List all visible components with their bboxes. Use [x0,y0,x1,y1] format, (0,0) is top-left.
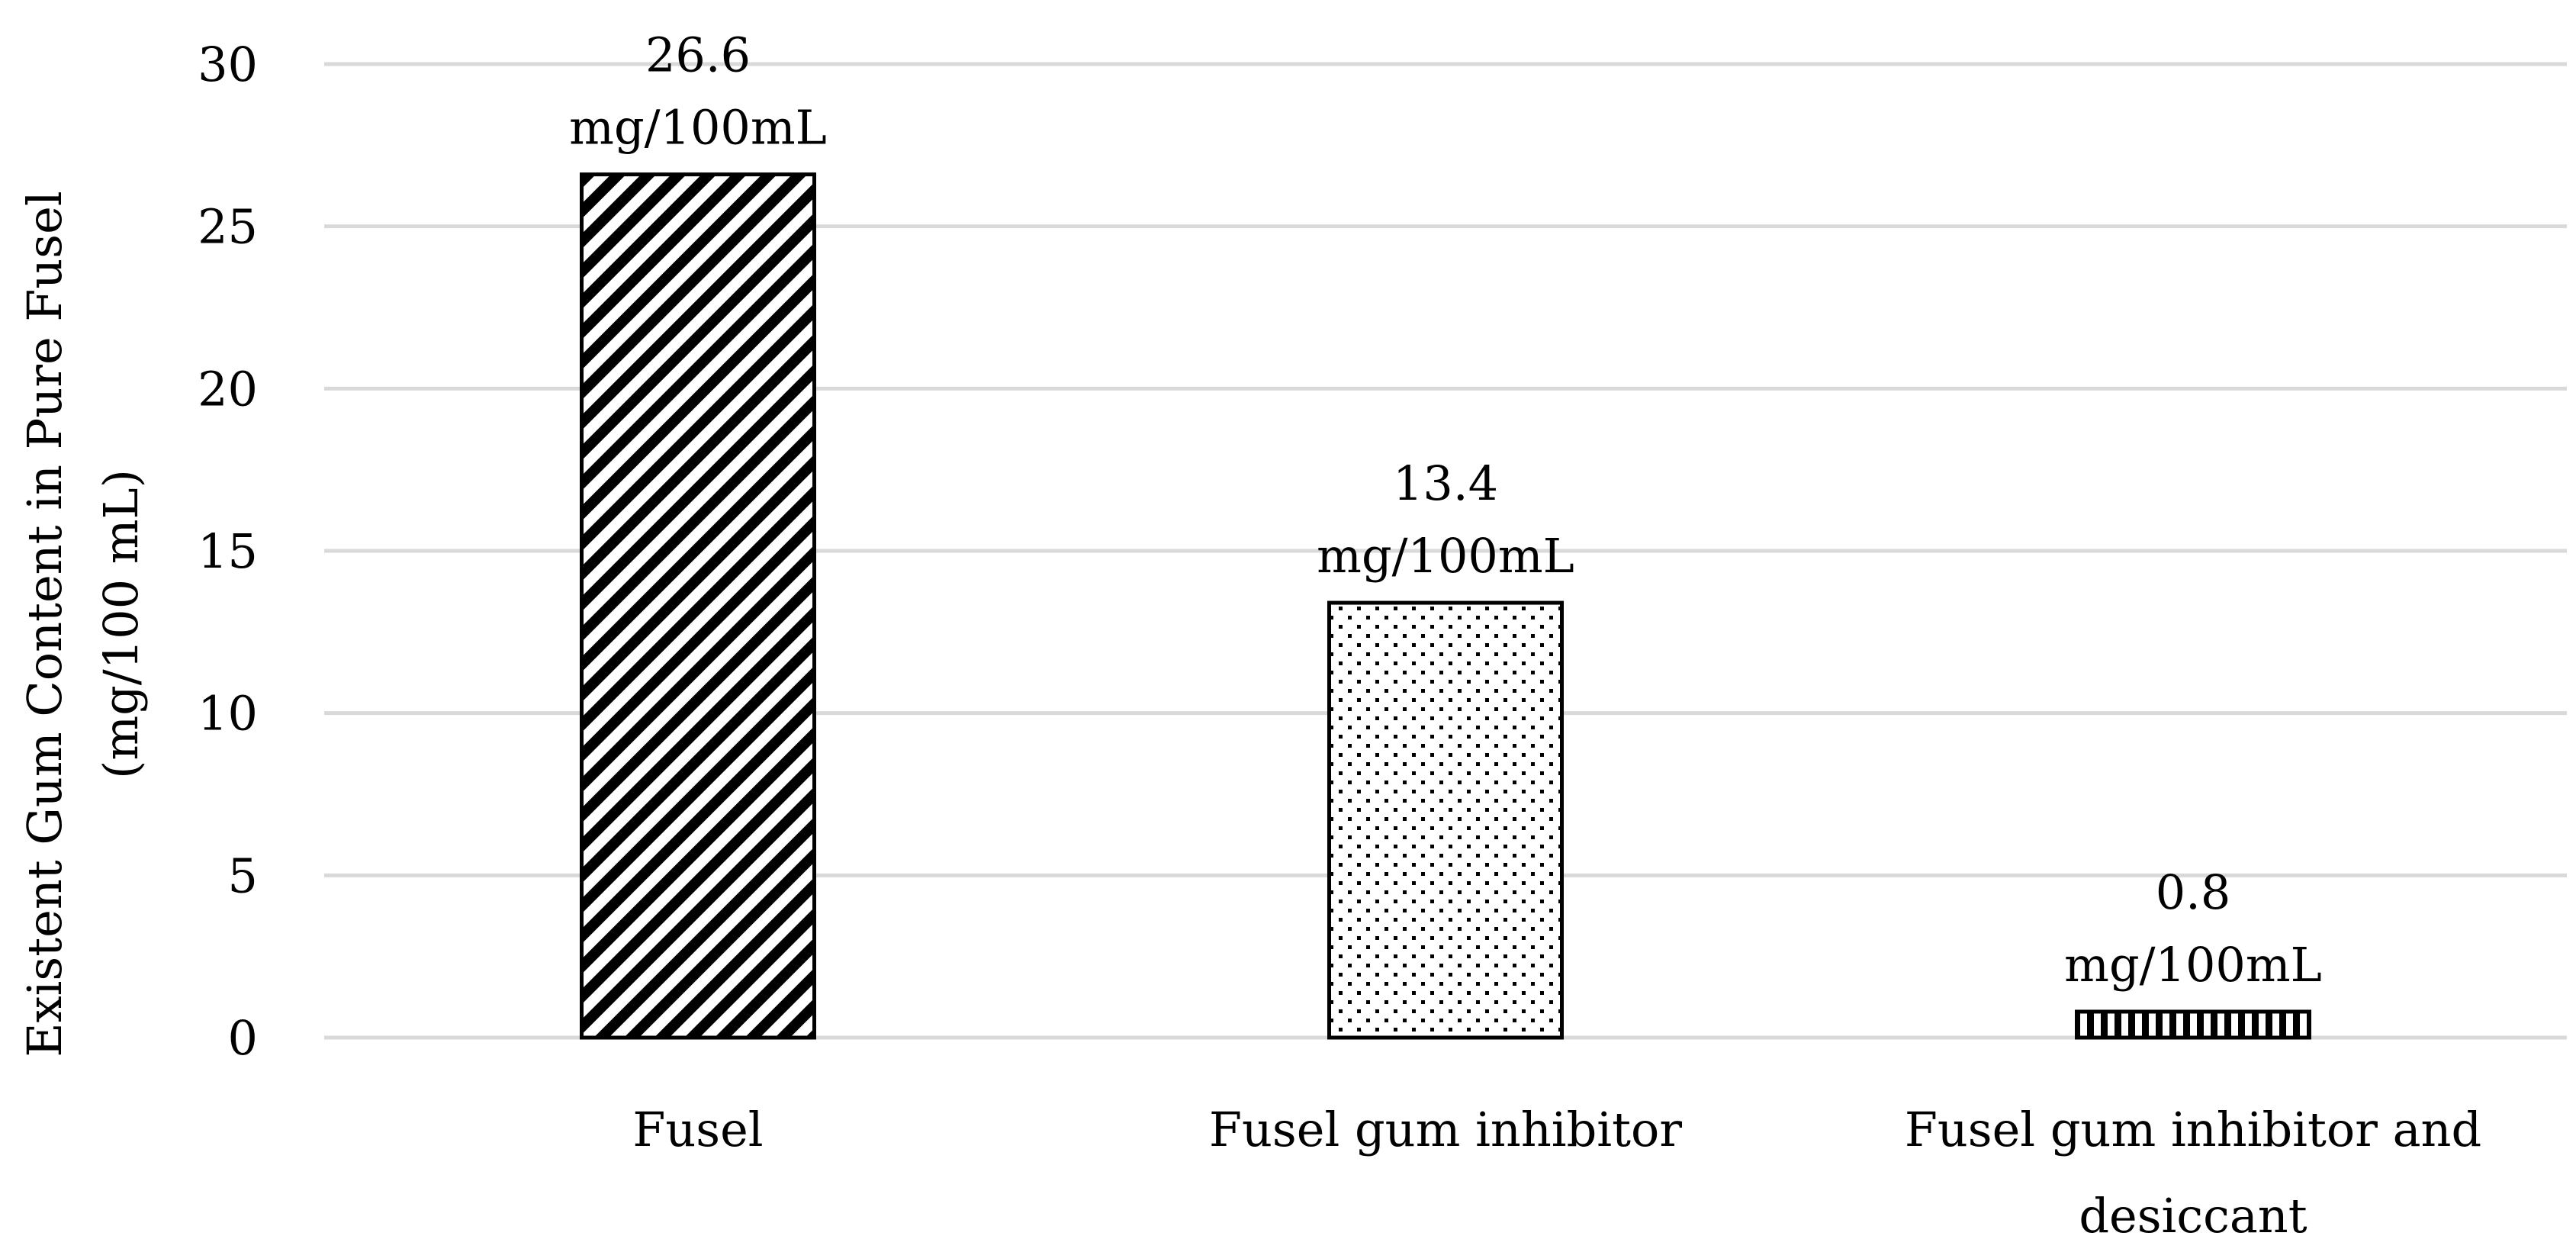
bar-3 [2075,1009,2311,1040]
data-label: mg/100mL [1317,528,1574,584]
y-tick-label: 30 [198,37,258,92]
data-label: 26.6 [645,27,751,83]
x-tick-label: Fusel [632,1102,763,1157]
bar-1 [580,172,816,1040]
y-tick-label: 5 [228,848,258,903]
y-tick-label: 0 [228,1010,258,1066]
data-label: mg/100mL [569,100,827,156]
x-axis-ticks: Fusel Fusel gum inhibitor Fusel gum inhibi… [632,1102,2481,1244]
data-labels: 26.6 mg/100mL 13.4 mg/100mL 0.8 mg/100mL [569,27,2322,993]
y-tick-label: 10 [198,686,258,742]
y-tick-label: 25 [198,199,258,255]
bars [580,172,2311,1040]
data-label: 0.8 [2156,864,2231,920]
x-tick-label: desiccant [2079,1188,2307,1244]
bar-2 [1327,600,1564,1040]
y-tick-label: 20 [198,361,258,417]
data-label: mg/100mL [2064,937,2322,993]
y-tick-label: 15 [198,523,258,579]
y-axis-title: (mg/100 mL) [93,469,149,779]
y-axis-title: Existent Gum Content in Pure Fusel [17,191,72,1057]
data-label: 13.4 [1393,455,1498,511]
y-axis-ticks: 0 5 10 15 20 25 30 [198,37,258,1066]
y-axis-label: Existent Gum Content in Pure Fusel (mg/10… [17,191,149,1057]
x-tick-label: Fusel gum inhibitor and [1905,1102,2481,1157]
x-tick-label: Fusel gum inhibitor [1209,1102,1682,1157]
